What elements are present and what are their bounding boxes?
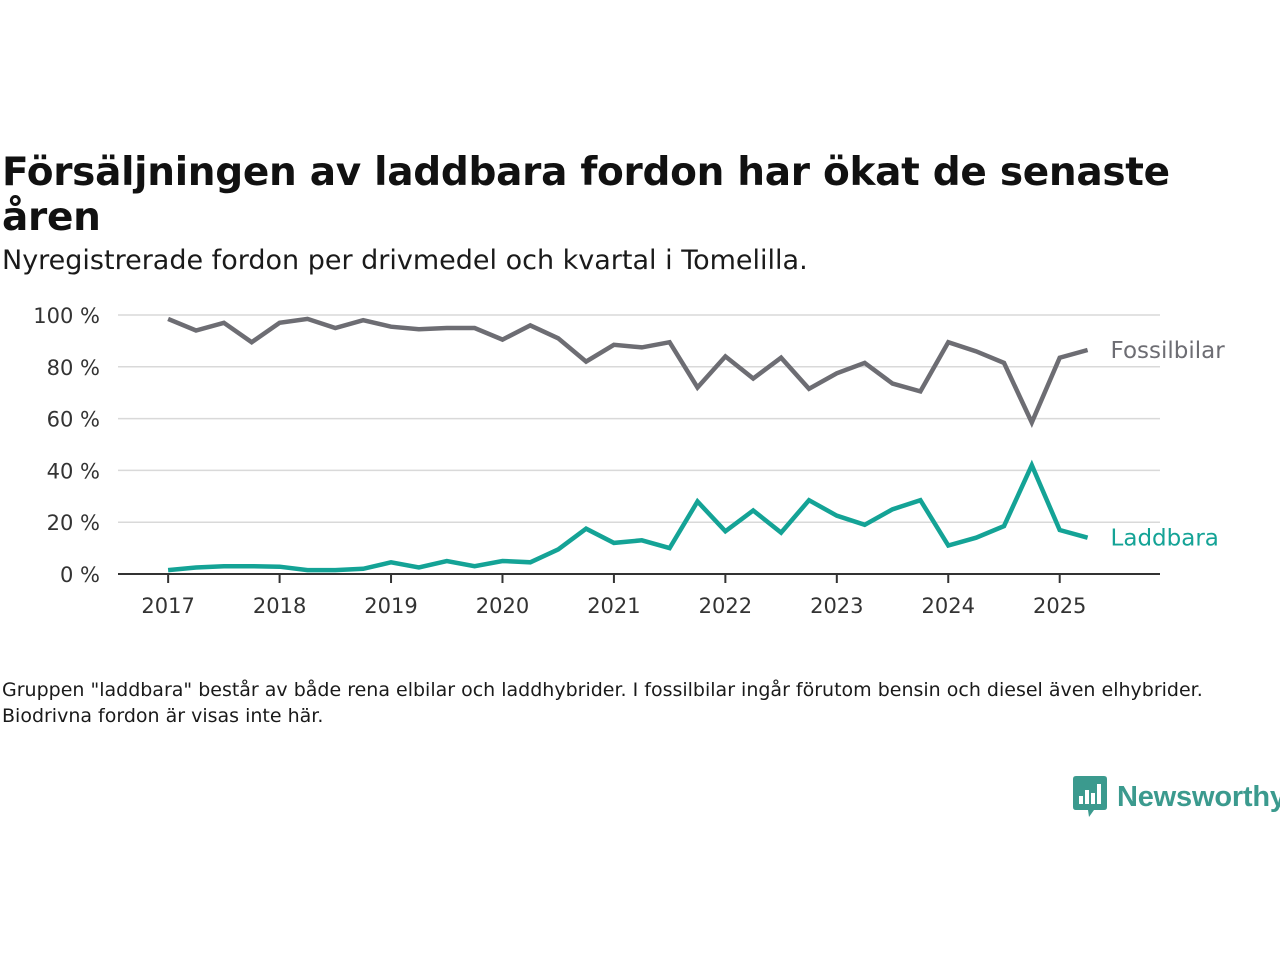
x-tick-label-2020: 2020 <box>476 594 529 618</box>
x-tick-label-2024: 2024 <box>922 594 975 618</box>
series-line-fossilbilar <box>167 316 1089 428</box>
x-tick-label-2025: 2025 <box>1033 594 1086 618</box>
series-label-fossilbilar: Fossilbilar <box>1111 338 1226 364</box>
newsworthy-logo[interactable]: Newsworthy <box>1073 776 1280 818</box>
series-line-laddbara <box>167 459 1089 573</box>
y-tick-label-40: 40 % <box>47 459 100 483</box>
chart-title: Försäljningen av laddbara fordon har öka… <box>2 150 1170 240</box>
x-tick-label-2023: 2023 <box>810 594 863 618</box>
chart-grid <box>118 314 1160 523</box>
y-tick-label-100: 100 % <box>33 304 100 328</box>
chart-subtitle: Nyregistrerade fordon per drivmedel och … <box>2 245 808 276</box>
y-tick-label-80: 80 % <box>47 356 100 380</box>
x-axis: 2017 2018 2019 2020 2021 2022 2023 2024 2025 <box>118 573 1160 618</box>
chart-series <box>167 316 1089 573</box>
x-tick-label-2022: 2022 <box>699 594 752 618</box>
series-labels: Fossilbilar Laddbara <box>1111 338 1226 552</box>
series-label-laddbara: Laddbara <box>1111 526 1219 552</box>
x-tick-label-2019: 2019 <box>364 594 417 618</box>
x-tick-label-2021: 2021 <box>587 594 640 618</box>
line-chart: 0 % 20 % 40 % 60 % 80 % 100 % 2017 2018 2019 202… <box>33 304 1226 618</box>
y-tick-label-0: 0 % <box>60 563 100 587</box>
y-axis-ticks: 0 % 20 % 40 % 60 % 80 % 100 % <box>33 304 100 587</box>
x-tick-label-2018: 2018 <box>253 594 306 618</box>
newsworthy-chart-bubble-icon <box>1073 776 1107 817</box>
y-tick-label-60: 60 % <box>47 408 100 432</box>
y-tick-label-20: 20 % <box>47 511 100 535</box>
brand-name: Newsworthy <box>1117 780 1280 813</box>
x-tick-label-2017: 2017 <box>141 594 194 618</box>
footnote: Gruppen "laddbara" består av både rena e… <box>2 679 1203 727</box>
